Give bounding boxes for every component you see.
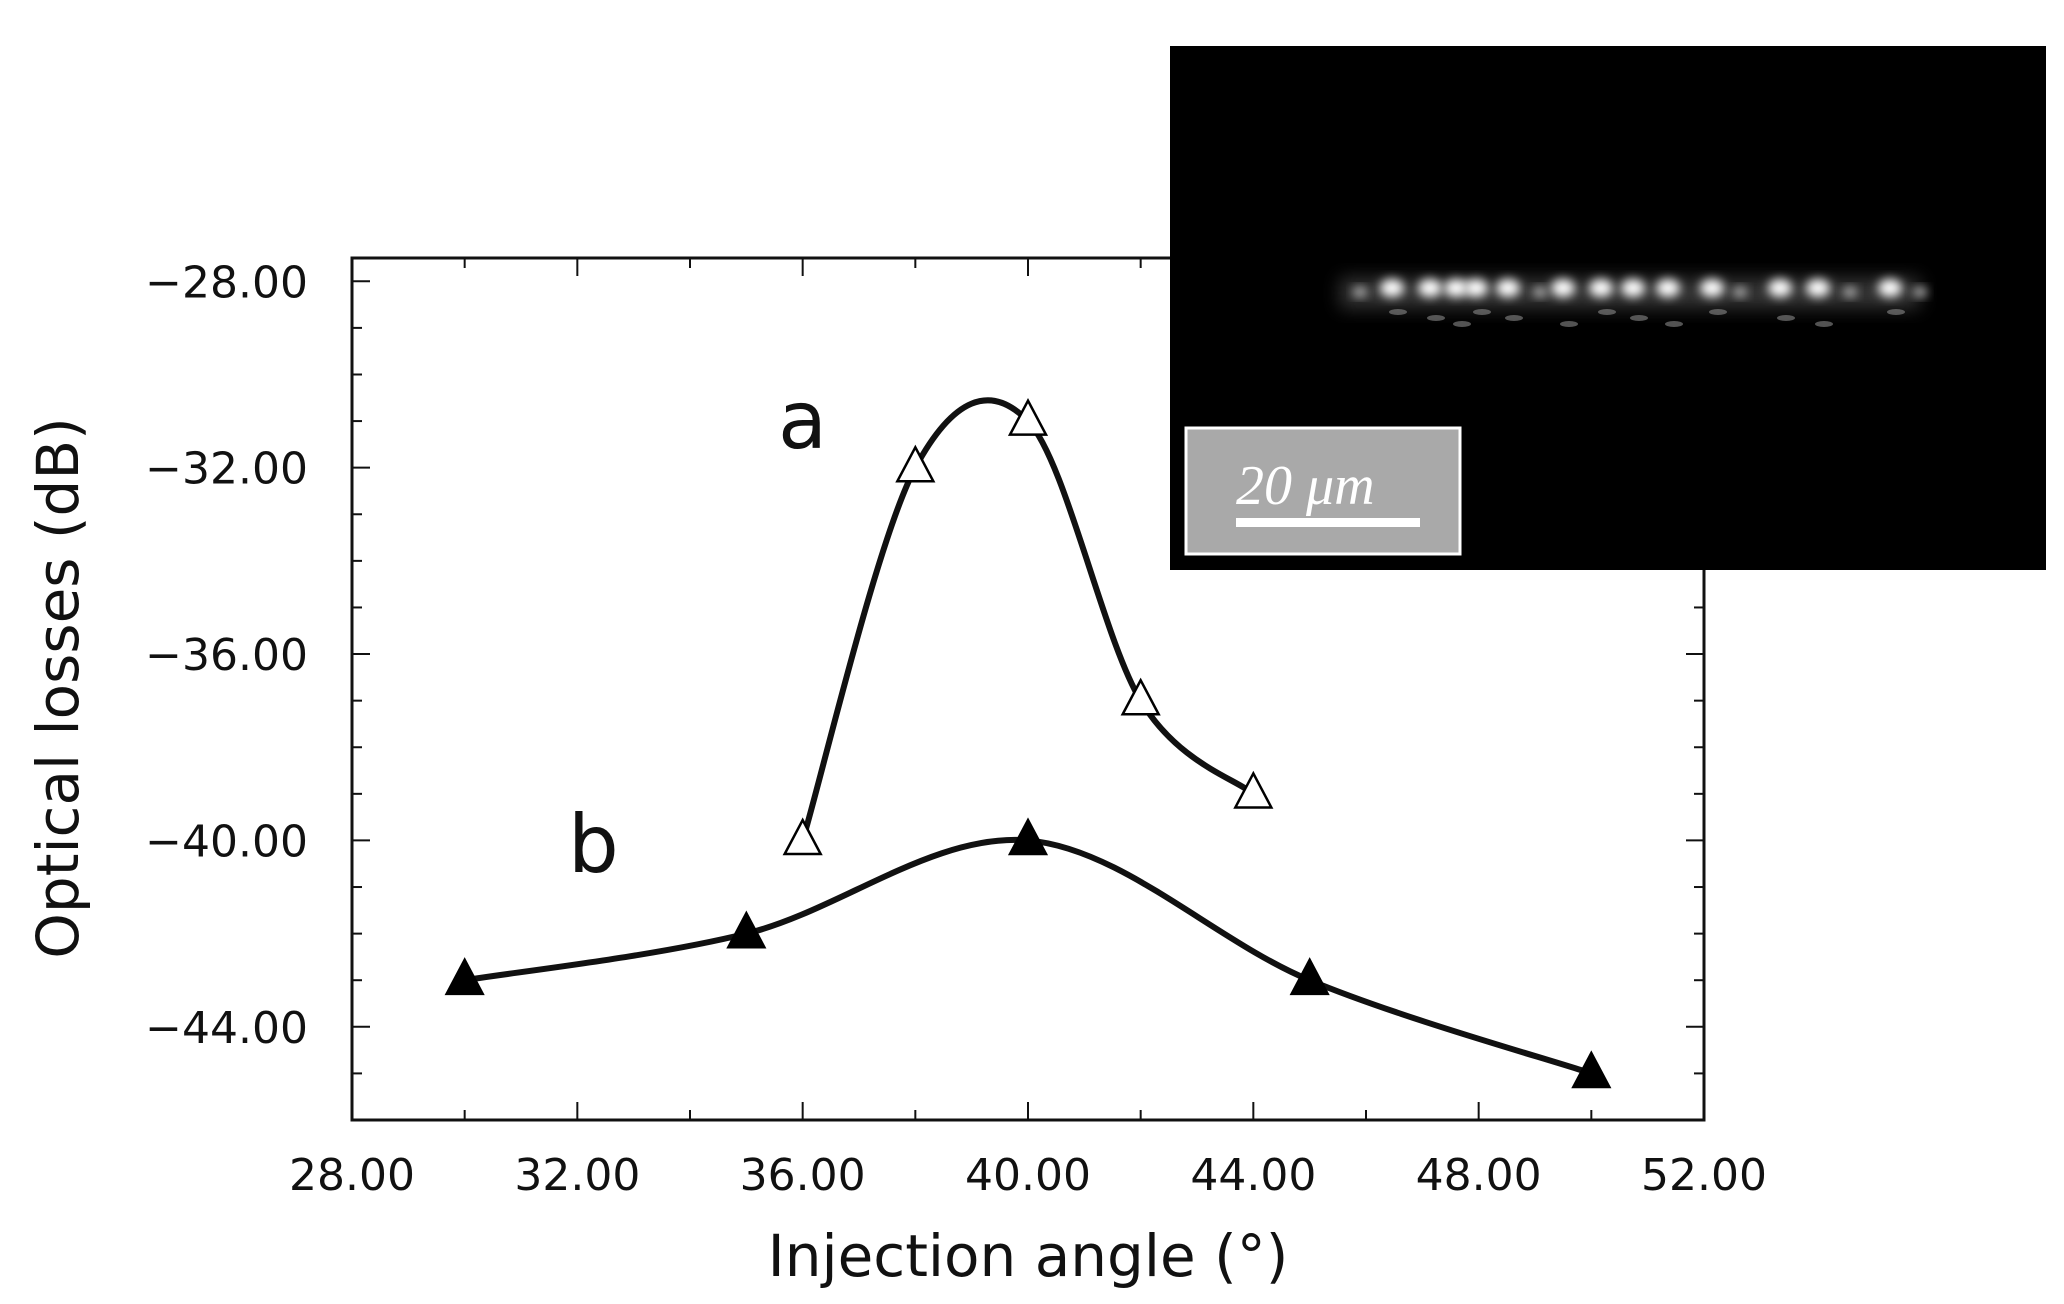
- data-point-b: [726, 910, 767, 949]
- x-tick-label: 52.00: [1641, 1150, 1767, 1201]
- y-tick-label: −28.00: [145, 257, 308, 308]
- y-tick-label: −36.00: [145, 630, 308, 681]
- data-point-a: [782, 817, 823, 856]
- speckle: [1656, 279, 1680, 297]
- light-speckles: [1340, 278, 1927, 327]
- x-axis-title: Injection angle (°): [768, 1222, 1289, 1290]
- y-tick-label: −32.00: [145, 444, 308, 495]
- speckle-dim: [1533, 287, 1547, 297]
- speckle: [1621, 279, 1645, 297]
- data-point-a: [1007, 398, 1049, 436]
- speckle: [1768, 279, 1792, 297]
- y-tick-label: −44.00: [145, 1003, 308, 1054]
- tick-labels: 28.00 32.00 36.00 40.00 44.00 48.00 52.00 −28.0…: [145, 257, 1767, 1201]
- data-point-a: [895, 444, 936, 483]
- speckle-faint: [1815, 321, 1833, 327]
- speckle-faint: [1709, 309, 1727, 315]
- data-point-a: [1120, 677, 1161, 716]
- speckle: [1418, 279, 1442, 297]
- speckle-dim: [1843, 287, 1857, 297]
- speckle-faint: [1389, 309, 1407, 315]
- speckle: [1878, 279, 1902, 297]
- speckle-dim: [1733, 287, 1747, 297]
- speckle: [1806, 279, 1830, 297]
- x-tick-label: 28.00: [289, 1150, 415, 1201]
- scale-bar-label: 20 μm: [1236, 455, 1375, 517]
- data-point-b: [444, 957, 485, 996]
- speckle: [1551, 279, 1575, 297]
- data-point-b: [1571, 1050, 1612, 1089]
- x-tick-label: 32.00: [514, 1150, 640, 1201]
- data-markers: [444, 398, 1612, 1089]
- data-point-a: [1233, 770, 1274, 809]
- data-point-b: [1007, 817, 1049, 856]
- data-point-b: [1289, 957, 1330, 996]
- series-label-b: b: [568, 798, 619, 891]
- speckle-faint: [1630, 315, 1648, 321]
- x-tick-label: 36.00: [740, 1150, 866, 1201]
- speckle-faint: [1427, 315, 1445, 321]
- speckle: [1589, 279, 1613, 297]
- series-line-b: [464, 836, 1593, 1077]
- speckle-faint: [1560, 321, 1578, 327]
- inset-micrograph: 20 μm: [1170, 46, 2046, 570]
- speckle-faint: [1505, 315, 1523, 321]
- y-tick-label: −40.00: [145, 816, 308, 867]
- speckle-faint: [1887, 309, 1905, 315]
- speckle-faint: [1665, 321, 1683, 327]
- series-label-a: a: [778, 374, 827, 467]
- speckle-dim: [1353, 287, 1367, 297]
- x-tick-label: 44.00: [1190, 1150, 1316, 1201]
- scale-bar-box: [1184, 426, 1462, 556]
- x-tick-label: 40.00: [965, 1150, 1091, 1201]
- speckle-faint: [1777, 315, 1795, 321]
- speckle: [1700, 279, 1724, 297]
- speckle-faint: [1598, 309, 1616, 315]
- y-axis-title: Optical losses (dB): [24, 417, 92, 959]
- speckle: [1444, 279, 1468, 297]
- x-tick-label: 48.00: [1416, 1150, 1542, 1201]
- speckle: [1380, 279, 1404, 297]
- speckle: [1464, 279, 1488, 297]
- scale-bar: [1236, 518, 1420, 527]
- speckle-faint: [1473, 309, 1491, 315]
- speckle-dim: [1913, 287, 1927, 297]
- speckle: [1496, 279, 1520, 297]
- speckle-faint: [1453, 321, 1471, 327]
